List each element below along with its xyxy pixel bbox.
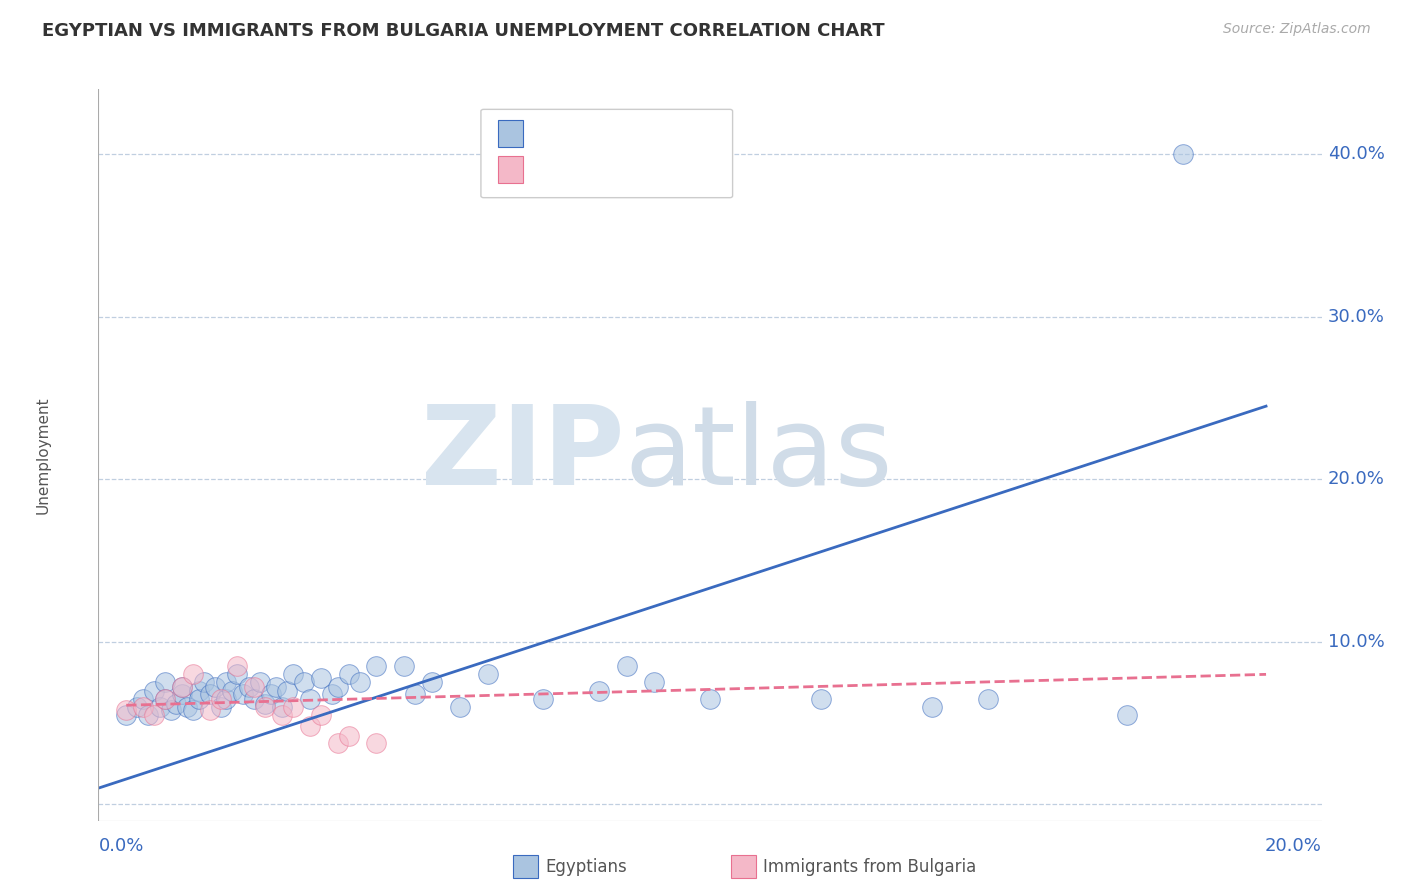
Point (326, 736, 349, 750)
Point (281, 699, 304, 714)
Text: 0.115: 0.115 (572, 161, 624, 178)
Text: EGYPTIAN VS IMMIGRANTS FROM BULGARIA UNEMPLOYMENT CORRELATION CHART: EGYPTIAN VS IMMIGRANTS FROM BULGARIA UNE… (42, 22, 884, 40)
Point (226, 667, 249, 681)
Point (977, 691, 1000, 706)
Point (132, 691, 155, 706)
Point (170, 681, 193, 695)
Point (170, 681, 193, 695)
Point (276, 683, 298, 698)
Point (143, 708, 166, 723)
Point (198, 703, 221, 717)
Point (260, 687, 283, 701)
Point (127, 699, 149, 714)
Point (366, 659, 388, 673)
Point (176, 699, 198, 714)
Point (204, 681, 226, 695)
Text: R =: R = (533, 161, 574, 178)
Text: ZIP: ZIP (420, 401, 624, 508)
Point (366, 736, 388, 750)
Point (270, 699, 294, 714)
Point (209, 691, 232, 706)
Text: Source: ZipAtlas.com: Source: ZipAtlas.com (1223, 22, 1371, 37)
Point (243, 691, 266, 706)
Point (298, 719, 321, 733)
Point (309, 671, 332, 685)
Point (181, 667, 204, 681)
Point (1116, 708, 1139, 723)
Text: N =: N = (634, 161, 671, 178)
Point (616, 659, 638, 673)
Point (115, 708, 138, 723)
Point (187, 691, 209, 706)
Text: R =: R = (533, 125, 569, 143)
Point (321, 687, 343, 701)
Point (193, 675, 215, 690)
Text: 20.0%: 20.0% (1265, 837, 1322, 855)
Point (170, 687, 193, 701)
Point (249, 675, 271, 690)
Point (115, 703, 138, 717)
Point (588, 683, 610, 698)
Point (215, 675, 238, 690)
Text: 30.0%: 30.0% (1327, 308, 1385, 326)
Point (921, 699, 943, 714)
Point (181, 703, 204, 717)
Point (198, 687, 221, 701)
Point (254, 699, 277, 714)
Point (209, 699, 232, 714)
Point (266, 681, 288, 695)
Text: atlas: atlas (624, 401, 893, 508)
Text: 20.0%: 20.0% (1327, 470, 1385, 488)
Point (226, 659, 249, 673)
Point (699, 691, 721, 706)
Point (810, 691, 832, 706)
Text: N =: N = (634, 125, 671, 143)
Point (349, 675, 371, 690)
Point (187, 683, 209, 698)
Point (477, 667, 499, 681)
Point (298, 691, 321, 706)
Text: 18: 18 (672, 161, 695, 178)
Point (165, 697, 187, 711)
Point (159, 703, 181, 717)
Text: 40.0%: 40.0% (1327, 145, 1385, 163)
Point (232, 687, 254, 701)
Point (394, 659, 416, 673)
Text: 57: 57 (672, 125, 695, 143)
Text: 0.0%: 0.0% (98, 837, 143, 855)
Point (270, 708, 294, 723)
Text: Immigrants from Bulgaria: Immigrants from Bulgaria (763, 858, 977, 876)
Point (143, 683, 166, 698)
Point (153, 691, 176, 706)
Point (221, 683, 243, 698)
Point (643, 675, 665, 690)
Point (337, 729, 360, 743)
Point (215, 691, 238, 706)
Point (153, 691, 176, 706)
Point (132, 699, 155, 714)
Point (326, 681, 349, 695)
Point (309, 708, 332, 723)
Point (420, 675, 443, 690)
Text: 10.0%: 10.0% (1327, 632, 1385, 651)
Point (1171, 147, 1194, 161)
Text: Egyptians: Egyptians (546, 858, 627, 876)
Point (404, 687, 426, 701)
Point (337, 667, 360, 681)
Point (138, 708, 160, 723)
Point (281, 667, 304, 681)
Point (238, 681, 260, 695)
Point (149, 699, 172, 714)
Point (292, 675, 315, 690)
Text: 0.665: 0.665 (572, 125, 624, 143)
Point (153, 675, 176, 690)
Text: Unemployment: Unemployment (37, 396, 51, 514)
Point (243, 681, 266, 695)
Point (254, 697, 277, 711)
Point (449, 699, 471, 714)
Point (531, 691, 554, 706)
